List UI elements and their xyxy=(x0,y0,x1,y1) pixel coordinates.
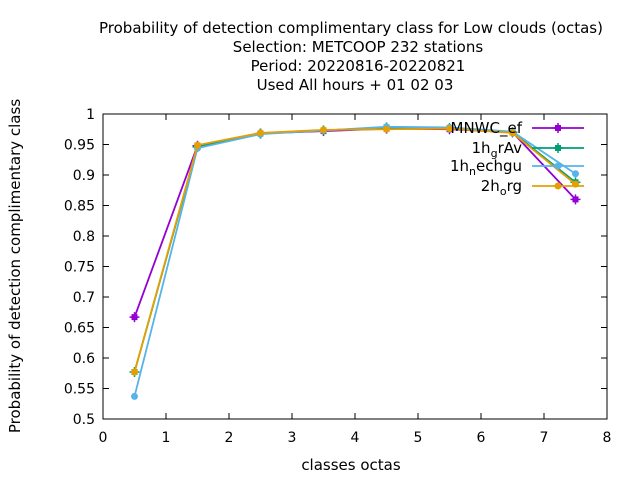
legend-label: 1hnechgu xyxy=(450,157,522,178)
y-tick-label: 0.5 xyxy=(73,412,95,428)
data-point xyxy=(131,368,138,376)
y-tick-label: 0.75 xyxy=(64,260,95,276)
y-tick-label: 0.6 xyxy=(73,351,95,367)
x-tick-label: 2 xyxy=(225,430,234,446)
data-point xyxy=(554,182,562,190)
data-point xyxy=(509,129,516,137)
x-axis-ticks: 0 1 2 3 4 5 6 7 8 xyxy=(99,114,612,446)
x-tick-label: 5 xyxy=(414,430,423,446)
title-line-1: Probability of detection complimentary c… xyxy=(99,19,603,37)
legend-item: 1hnechgu xyxy=(450,157,584,178)
data-point xyxy=(131,392,138,400)
x-tick-label: 6 xyxy=(477,430,486,446)
x-tick-label: 7 xyxy=(540,430,549,446)
chart-title: Probability of detection complimentary c… xyxy=(99,19,603,94)
title-line-3: Period: 20220816-20220821 xyxy=(251,57,466,75)
y-tick-label: 0.95 xyxy=(64,138,95,154)
y-axis-label: Probability of detection complimentary c… xyxy=(6,99,24,433)
series-2horg xyxy=(131,125,579,376)
legend-item: 1hgrAv xyxy=(472,139,584,160)
data-point xyxy=(194,141,201,149)
title-line-4: Used All hours + 01 02 03 xyxy=(257,76,454,94)
y-tick-label: 0.65 xyxy=(64,321,95,337)
plot-frame xyxy=(102,113,608,420)
legend-item: MNWC_ef xyxy=(451,119,584,138)
x-axis-label: classes octas xyxy=(301,456,401,474)
title-line-2: Selection: METCOOP 232 stations xyxy=(233,38,484,56)
y-axis-ticks: 0.5 0.55 0.6 0.65 0.7 0.75 0.8 0.85 0.9 0.95 1 xyxy=(64,107,607,428)
y-tick-label: 0.85 xyxy=(64,199,95,215)
data-point xyxy=(257,129,264,137)
x-tick-label: 3 xyxy=(288,430,297,446)
series-group xyxy=(129,122,581,400)
y-tick-label: 0.55 xyxy=(64,382,95,398)
legend-label: MNWC_ef xyxy=(451,119,523,138)
legend-label: 1hgrAv xyxy=(472,139,523,160)
series-line xyxy=(133,125,576,397)
x-tick-label: 1 xyxy=(162,430,171,446)
series-line xyxy=(133,127,577,373)
x-tick-label: 0 xyxy=(99,430,108,446)
data-point xyxy=(320,126,327,134)
y-tick-label: 0.8 xyxy=(73,229,95,245)
x-tick-label: 8 xyxy=(603,430,612,446)
legend-label: 2horg xyxy=(481,177,522,198)
y-tick-label: 1 xyxy=(86,107,95,123)
data-point xyxy=(446,125,453,133)
data-point xyxy=(383,125,390,133)
legend-item: 2horg xyxy=(481,177,584,198)
data-point xyxy=(572,170,579,178)
data-point xyxy=(554,162,562,170)
x-tick-label: 4 xyxy=(351,430,360,446)
y-tick-label: 0.7 xyxy=(73,290,95,306)
y-tick-label: 0.9 xyxy=(73,168,95,184)
